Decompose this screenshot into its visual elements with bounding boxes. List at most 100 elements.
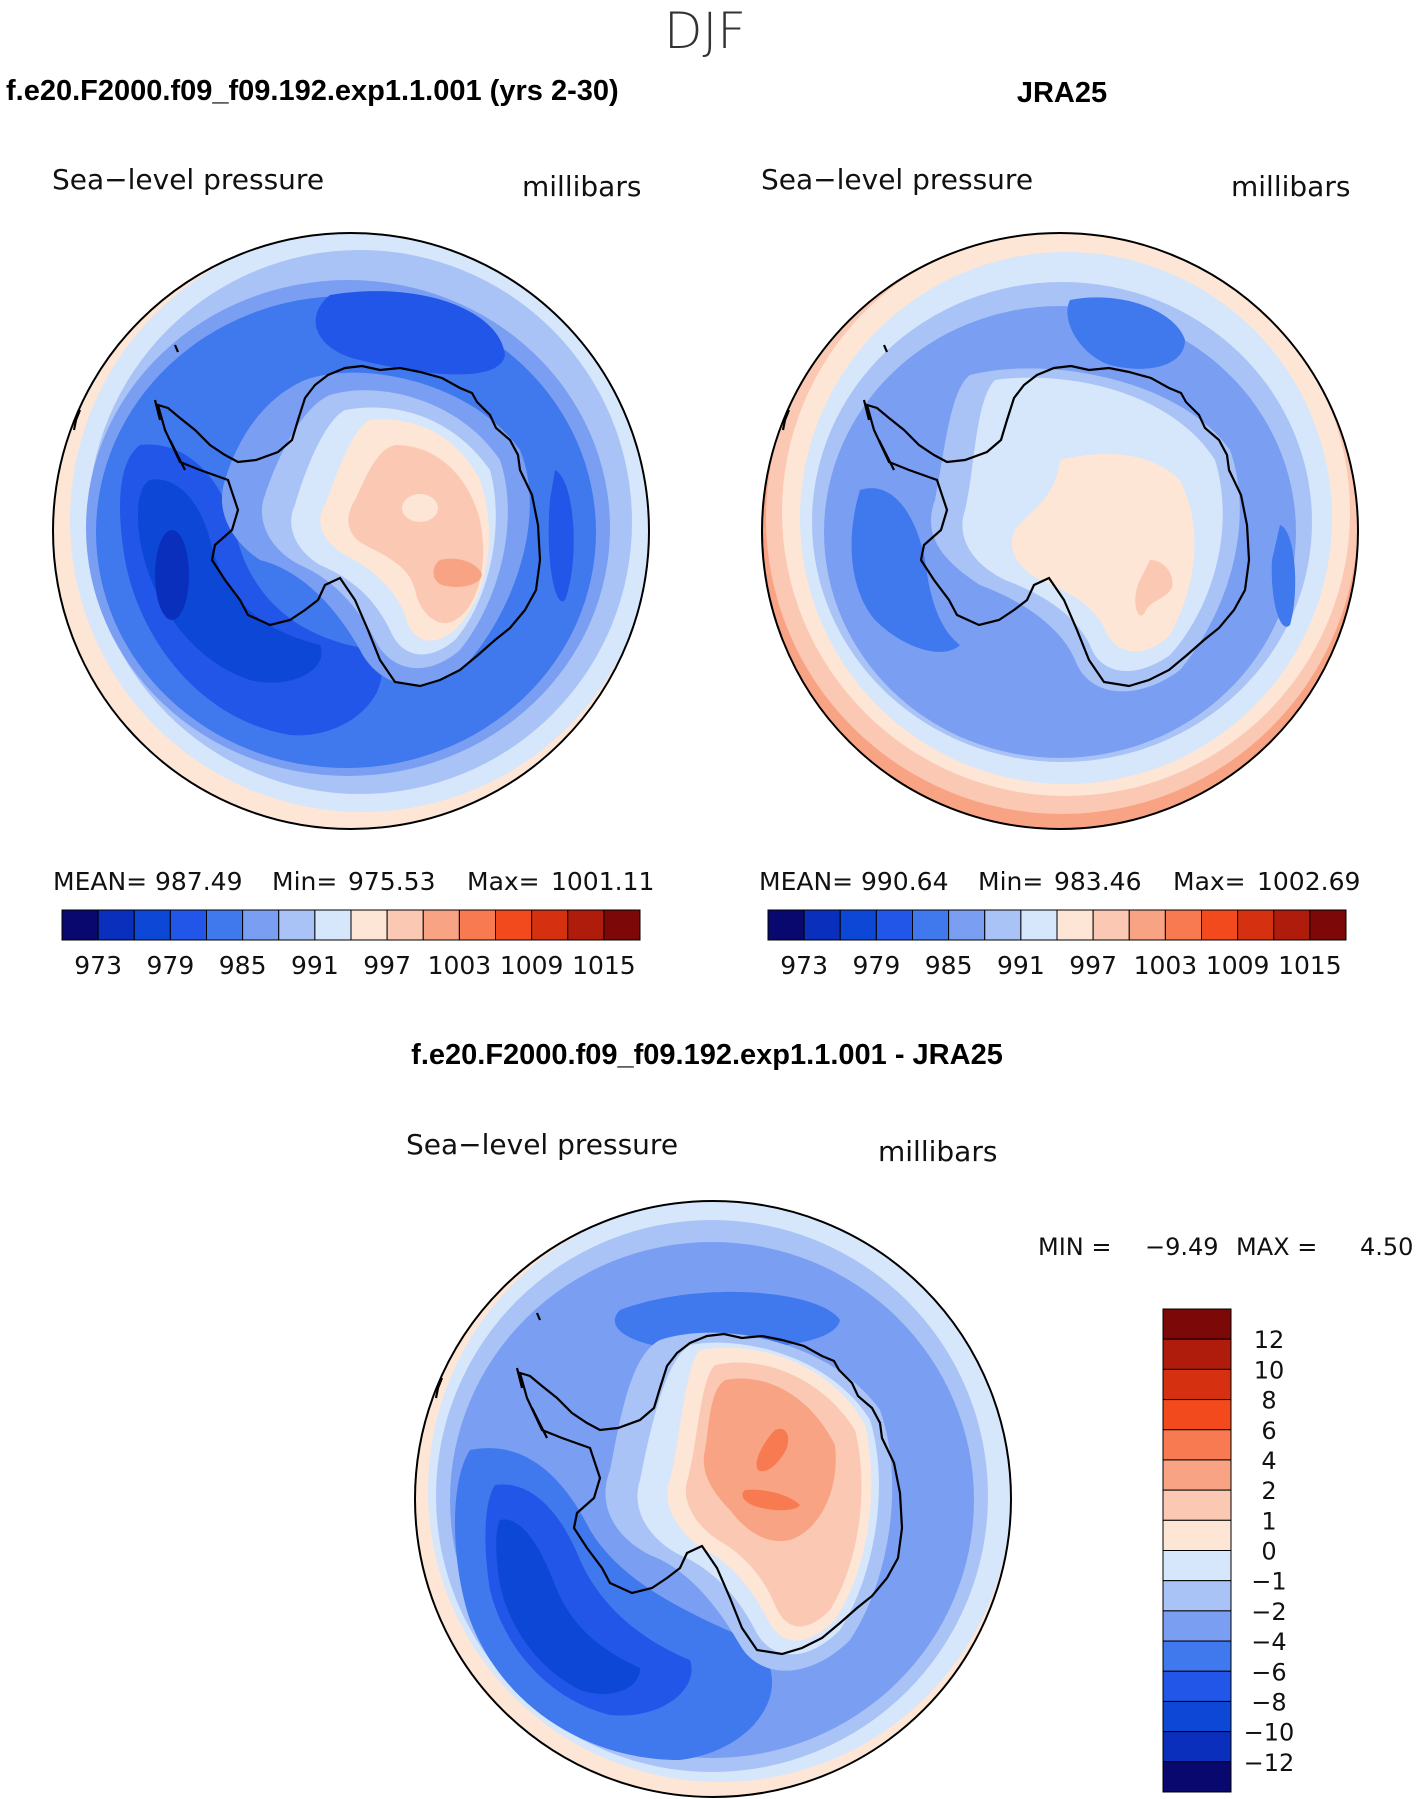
panel-obs-colorbar-swatch — [767, 909, 805, 941]
panel-model-colorbar-tick-label: 979 — [147, 951, 195, 980]
panel-model-mean-value: 987.49 — [155, 867, 242, 896]
panel-model-colorbar-tick-label: 1003 — [428, 951, 492, 980]
panel-diff-colorbar-swatch — [1162, 1338, 1232, 1370]
panel-model-colorbar-swatch — [531, 909, 569, 941]
panel-diff-colorbar-swatch — [1162, 1580, 1232, 1612]
panel-model-colorbar-swatch — [386, 909, 424, 941]
panel-obs-colorbar-swatch — [1273, 909, 1311, 941]
panel-diff-colorbar-swatch — [1162, 1761, 1232, 1793]
panel-obs-min-label: Min= — [978, 867, 1043, 896]
panel-diff-colorbar-tick-label: 12 — [1254, 1326, 1285, 1354]
panel-obs-colorbar-tick-label: 997 — [1069, 951, 1117, 980]
panel-diff-colorbar-swatch — [1162, 1550, 1232, 1582]
panel-model-min-value: 975.53 — [348, 867, 435, 896]
panel-diff-map-border — [414, 1200, 1012, 1798]
panel-diff-colorbar-tick-label: −12 — [1244, 1749, 1295, 1777]
panel-diff-colorbar-tick-label: 2 — [1261, 1477, 1276, 1505]
panel-model-mean-label: MEAN= — [53, 867, 147, 896]
panel-obs-colorbar-swatch — [912, 909, 950, 941]
panel-obs-colorbar-tick-label: 1003 — [1134, 951, 1198, 980]
panel-diff-colorbar-tick-label: 10 — [1254, 1356, 1285, 1384]
panel-diff-colorbar-tick-label: 8 — [1261, 1387, 1276, 1415]
panel-diff-colorbar-tick-label: 0 — [1261, 1538, 1276, 1566]
panel-obs-min-value: 983.46 — [1054, 867, 1141, 896]
panel-model-min-label: Min= — [272, 867, 337, 896]
panel-diff-map — [415, 1201, 1011, 1797]
panel-obs-colorbar-swatch — [1056, 909, 1094, 941]
panel-diff-colorbar-tick-label: −2 — [1251, 1598, 1286, 1626]
panel-model-colorbar-swatch — [97, 909, 135, 941]
panel-model-units: millibars — [522, 170, 641, 203]
panel-diff-colorbar-swatch — [1162, 1308, 1232, 1340]
panel-obs-title: JRA25 — [1017, 77, 1107, 109]
panel-obs-mean-label: MEAN= — [759, 867, 853, 896]
panel-obs-colorbar-swatch — [1128, 909, 1166, 941]
panel-model-stats: MEAN= 987.49 Min= 975.53 Max= 1001.11 — [53, 867, 654, 896]
panel-diff-colorbar-tick-label: −10 — [1244, 1719, 1295, 1747]
panel-model-title: f.e20.F2000.f09_f09.192.exp1.1.001 (yrs … — [6, 75, 619, 107]
panel-obs-colorbar-swatch — [1092, 909, 1130, 941]
panel-diff-colorbar-tick-label: −8 — [1251, 1688, 1286, 1716]
panel-diff-colorbar-tick-label: −1 — [1251, 1568, 1286, 1596]
panel-model-colorbar-swatch — [133, 909, 171, 941]
panel-diff-max-value: 4.50 — [1360, 1233, 1413, 1261]
panel-obs-mean-value: 990.64 — [861, 867, 948, 896]
panel-obs-colorbar: 973 979 985 991 997 1003 1009 1015 — [767, 909, 1347, 980]
panel-diff-colorbar-swatch — [1162, 1700, 1232, 1733]
panel-diff-colorbar-swatch — [1162, 1670, 1232, 1702]
panel-obs-map — [762, 233, 1358, 829]
panel-diff-stats: MIN = −9.49 MAX = 4.50 — [1038, 1233, 1413, 1261]
panel-diff-colorbar-tick-label: 4 — [1261, 1447, 1276, 1475]
panel-diff-subtitle: Sea−level pressure — [406, 1128, 678, 1161]
panel-model-colorbar-swatch — [458, 909, 496, 941]
panel-diff-title: f.e20.F2000.f09_f09.192.exp1.1.001 - JRA… — [411, 1039, 1003, 1071]
panel-diff-colorbar-tick-label: −6 — [1251, 1658, 1286, 1686]
panel-diff-colorbar-swatch — [1162, 1519, 1232, 1551]
panel-model-colorbar-tick-label: 973 — [74, 951, 122, 980]
panel-model-colorbar-swatch — [567, 909, 605, 941]
panel-obs-units: millibars — [1231, 170, 1350, 203]
panel-model-subtitle: Sea−level pressure — [52, 163, 324, 196]
panel-diff-colorbar-tick-label: −4 — [1251, 1628, 1286, 1656]
panel-model: f.e20.F2000.f09_f09.192.exp1.1.001 (yrs … — [6, 75, 654, 980]
panel-diff-colorbar-swatch — [1162, 1399, 1232, 1431]
panel-model-colorbar-swatch — [603, 909, 641, 941]
panel-obs-colorbar-swatch — [984, 909, 1022, 941]
panel-obs-colorbar-tick-label: 979 — [853, 951, 901, 980]
panel-model-colorbar-tick-label: 1015 — [572, 951, 636, 980]
panel-obs-colorbar-tick-label: 1015 — [1278, 951, 1342, 980]
panel-obs-colorbar-swatch — [1309, 909, 1347, 941]
panel-diff-colorbar-swatch — [1162, 1640, 1232, 1672]
panel-diff-colorbar-swatch — [1162, 1368, 1232, 1401]
panel-obs-stats: MEAN= 990.64 Min= 983.46 Max= 1002.69 — [759, 867, 1360, 896]
panel-obs-colorbar-tick-label: 991 — [997, 951, 1045, 980]
panel-obs-colorbar-tick-label: 1009 — [1206, 951, 1270, 980]
panel-obs-colorbar-swatch — [1201, 909, 1239, 941]
panel-model-colorbar: 973 979 985 991 997 1003 1009 1015 — [61, 909, 641, 980]
panel-model-max-label: Max= — [467, 867, 540, 896]
panel-model-colorbar-swatch — [206, 909, 244, 941]
panel-model-max-value: 1001.11 — [551, 867, 654, 896]
panel-diff-colorbar-swatch — [1162, 1489, 1232, 1521]
panel-diff-colorbar-tick-label: 1 — [1261, 1507, 1276, 1535]
panel-obs: JRA25 Sea−level pressure millibars — [759, 77, 1360, 980]
panel-obs-colorbar-tick-label: 973 — [780, 951, 828, 980]
panel-diff-coastline — [434, 1312, 904, 1656]
panel-diff-colorbar-swatch — [1162, 1429, 1232, 1461]
panel-model-map — [53, 233, 649, 829]
panel-obs-colorbar-swatch — [839, 909, 877, 941]
panel-obs-subtitle: Sea−level pressure — [761, 163, 1033, 196]
panel-model-colorbar-swatch — [314, 909, 352, 941]
panel-obs-coastline — [781, 344, 1251, 688]
panel-obs-colorbar-swatch — [1164, 909, 1202, 941]
panel-model-colorbar-swatch — [278, 909, 316, 941]
panel-model-colorbar-swatch — [61, 909, 99, 941]
panel-diff-max-label: MAX = — [1236, 1233, 1317, 1261]
panel-model-colorbar-tick-label: 997 — [363, 951, 411, 980]
panel-obs-max-label: Max= — [1173, 867, 1246, 896]
panel-model-map-border — [52, 232, 650, 830]
panel-model-colorbar-swatch — [422, 909, 460, 941]
panel-diff: f.e20.F2000.f09_f09.192.exp1.1.001 - JRA… — [406, 1039, 1413, 1798]
